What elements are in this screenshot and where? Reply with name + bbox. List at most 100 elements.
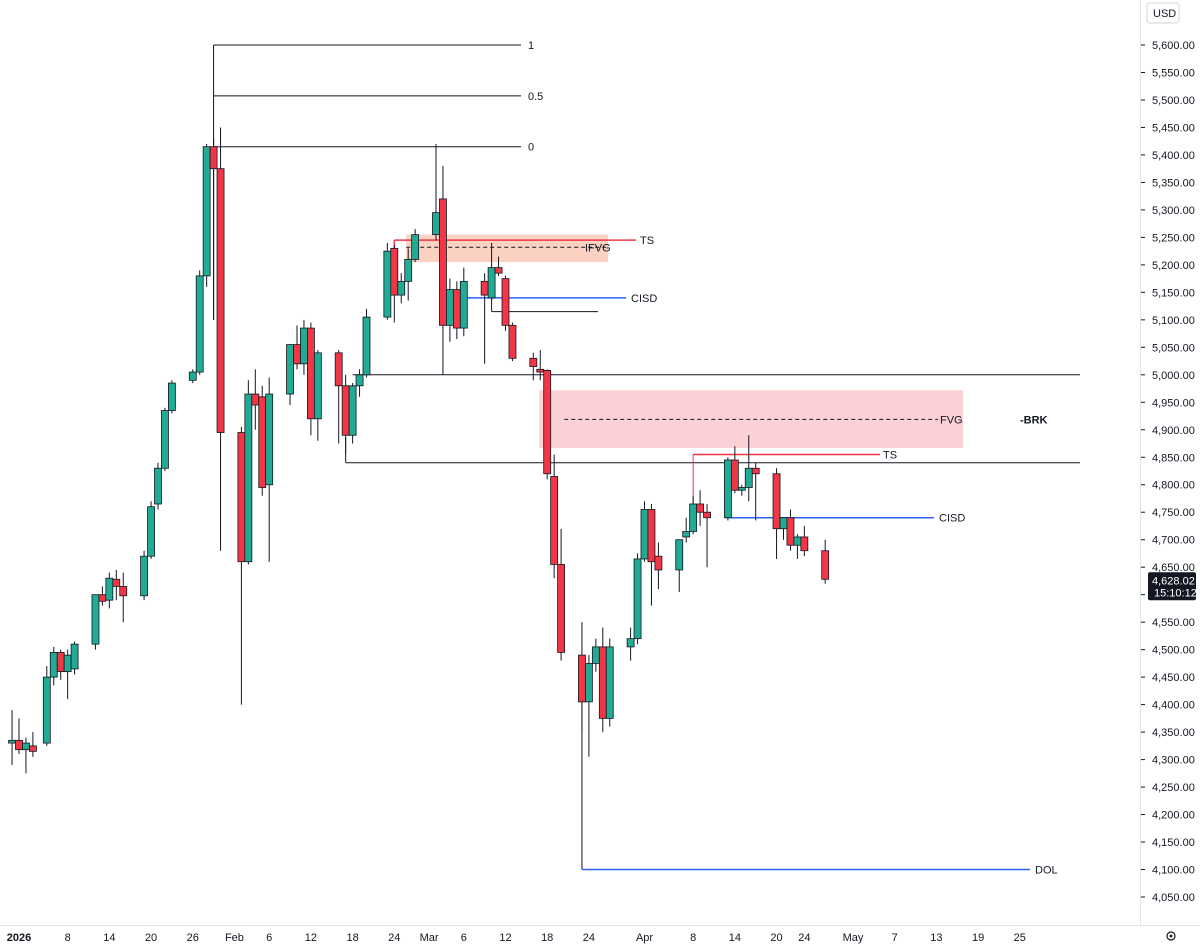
candle-body-bull — [432, 212, 440, 236]
candle — [605, 638, 614, 727]
candle-body-bear — [730, 459, 739, 491]
candle — [459, 267, 468, 337]
time-tick-label: 24 — [388, 932, 400, 944]
time-axis[interactable] — [0, 925, 1141, 947]
candle — [216, 127, 225, 551]
time-tick-label: 12 — [499, 932, 511, 944]
time-tick-label: 2026 — [7, 932, 31, 944]
candle-body-bear — [772, 473, 781, 530]
time-tick-label: Feb — [225, 932, 244, 944]
fib-level-label-1: 1 — [528, 40, 534, 52]
candle — [737, 484, 746, 496]
candle-body-bear — [508, 324, 517, 359]
candle-body-bear — [98, 594, 107, 602]
candle-body-bull — [737, 487, 746, 491]
candle — [724, 457, 732, 521]
price-tick-label: 5,250.00 — [1152, 232, 1195, 244]
price-tick-label: 4,550.00 — [1152, 617, 1195, 629]
currency-button-box — [1146, 2, 1180, 24]
candle-body-bull — [22, 742, 30, 751]
price-axis[interactable] — [1141, 0, 1200, 925]
candle-body-bull — [585, 662, 593, 703]
candle-body-bull — [682, 531, 691, 538]
candle — [501, 275, 510, 331]
candle-body-bear — [306, 327, 315, 420]
candle-body-bull — [202, 146, 211, 277]
candle — [188, 369, 197, 384]
currency-button[interactable]: USD — [1146, 2, 1180, 24]
candles-layer — [8, 127, 830, 774]
candle-body-bear — [494, 267, 503, 274]
candle — [397, 273, 406, 304]
candle-body-bull — [362, 316, 371, 376]
candle-body-bull — [675, 539, 684, 571]
price-tick-label: 4,100.00 — [1152, 865, 1195, 877]
countdown-label: 15:10:12 — [1154, 587, 1197, 599]
price-tick-label: 5,400.00 — [1152, 150, 1195, 162]
candle — [404, 248, 413, 301]
candle-body-bull — [591, 646, 600, 664]
candle — [675, 539, 684, 592]
gear-icon-center — [1169, 934, 1173, 938]
price-tick-label: 4,450.00 — [1152, 672, 1195, 684]
time-tick-label: 6 — [266, 932, 272, 944]
candle-body-bull — [744, 467, 753, 488]
candle — [195, 270, 204, 375]
candle — [772, 468, 781, 559]
candle — [313, 350, 322, 441]
candle-body-bull — [445, 289, 454, 326]
cisd-label-top: CISD — [631, 293, 657, 305]
current-price-label: 4,628.02 — [1152, 575, 1195, 587]
candle — [682, 517, 691, 543]
price-tick-label: 4,150.00 — [1152, 837, 1195, 849]
price-tick-label: 4,650.00 — [1152, 562, 1195, 574]
price-tick-label: 4,500.00 — [1152, 645, 1195, 657]
candle-body-bear — [786, 517, 795, 546]
candle-body-bear — [578, 654, 586, 703]
time-tick-label: 18 — [346, 932, 358, 944]
candle — [696, 490, 704, 526]
candle — [557, 528, 565, 661]
time-tick-label: 14 — [729, 932, 741, 944]
candle-body-bear — [334, 352, 343, 387]
price-tick-label: 5,150.00 — [1152, 287, 1195, 299]
price-tick-label: 4,700.00 — [1152, 535, 1195, 547]
candle-body-bear — [439, 198, 447, 326]
candle-body-bull — [63, 654, 72, 673]
time-tick-label: 18 — [541, 932, 553, 944]
candle-body-bull — [147, 506, 155, 557]
candle-body-bull — [91, 594, 100, 645]
candle-body-bull — [724, 459, 732, 519]
axis-settings-button[interactable] — [1166, 931, 1176, 941]
ts-label-top: TS — [640, 235, 654, 247]
candle-body-bear — [703, 511, 711, 519]
ts-label-bottom: TS — [883, 450, 897, 462]
price-tick-label: 4,300.00 — [1152, 755, 1195, 767]
candle-body-bull — [793, 536, 802, 546]
price-axis-ticks: 4,050.00 4,100.00 4,150.00 4,200.00 4,250.00… — [1141, 40, 1195, 904]
candle-body-bear — [751, 467, 760, 475]
price-tick-label: 4,400.00 — [1152, 700, 1195, 712]
candle — [167, 380, 176, 414]
candle — [161, 407, 169, 471]
candle — [439, 165, 447, 375]
candle-body-bull — [605, 646, 614, 719]
candle — [258, 385, 267, 496]
price-tick-label: 4,850.00 — [1152, 452, 1195, 464]
candle-body-bull — [140, 555, 149, 597]
candle-body-bear — [647, 509, 656, 563]
price-tick-label: 4,350.00 — [1152, 727, 1195, 739]
candle-body-bull — [154, 467, 162, 505]
candle — [348, 383, 357, 444]
candle — [689, 495, 698, 535]
gear-icon — [1166, 931, 1176, 941]
price-tick-label: 4,900.00 — [1152, 425, 1195, 437]
ifvg-label: IFVG — [585, 242, 611, 254]
candle — [265, 377, 274, 562]
candle — [508, 322, 517, 362]
candle-body-bull — [286, 344, 294, 395]
candle-body-bull — [355, 374, 364, 387]
price-tick-label: 5,050.00 — [1152, 342, 1195, 354]
fib-level-label-0: 0 — [528, 142, 534, 154]
